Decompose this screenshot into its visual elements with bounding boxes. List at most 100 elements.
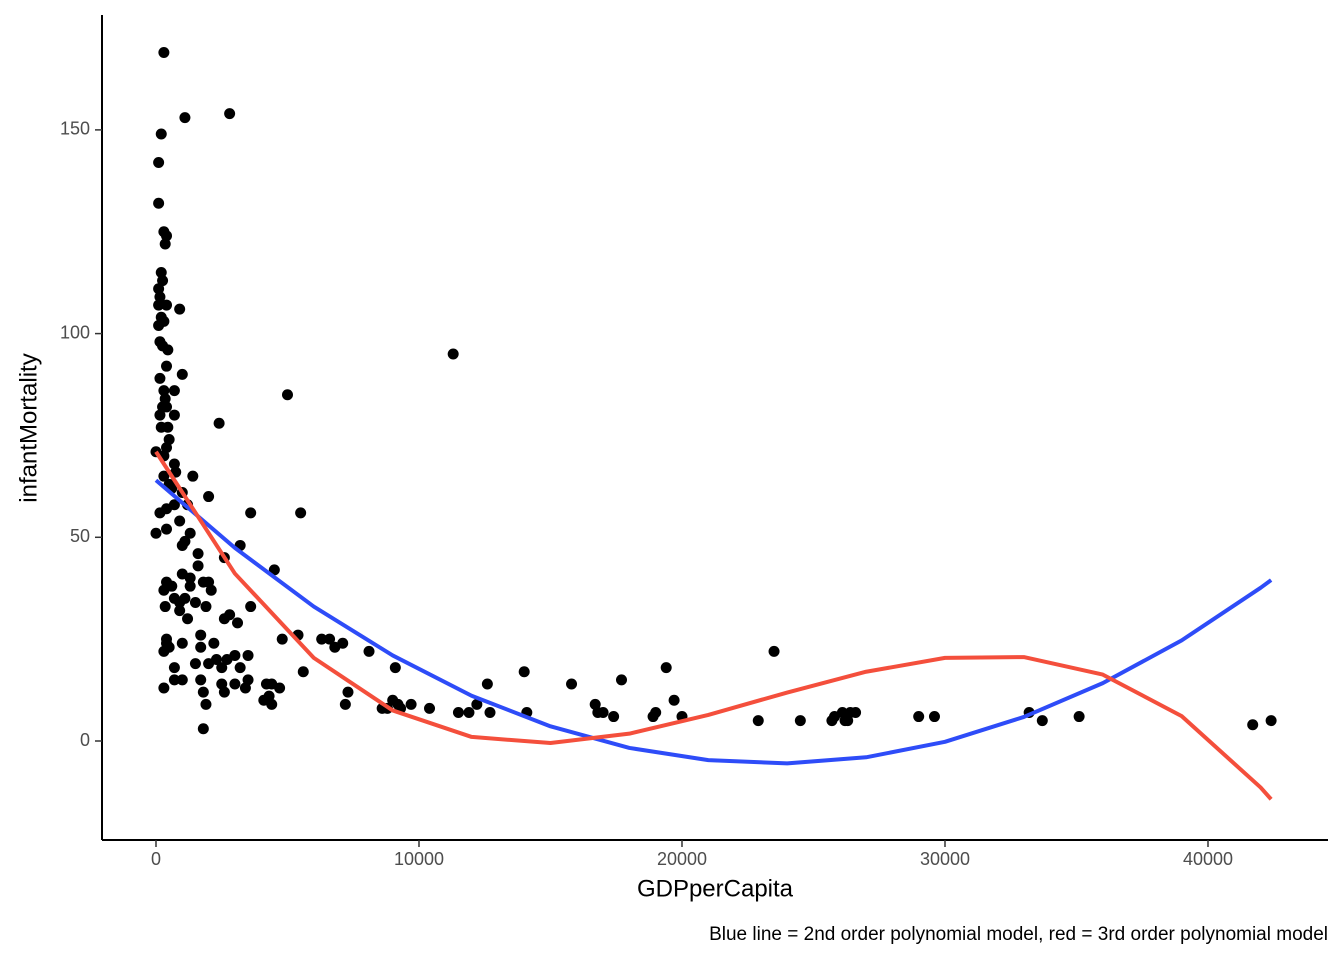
point xyxy=(168,662,180,674)
point xyxy=(245,601,257,613)
x-tick-label: 20000 xyxy=(657,849,707,869)
point xyxy=(176,539,188,551)
point xyxy=(174,596,186,608)
point xyxy=(850,706,862,718)
point xyxy=(229,678,241,690)
point xyxy=(159,238,171,250)
point xyxy=(154,507,166,519)
point xyxy=(155,128,167,140)
point xyxy=(155,266,167,278)
point xyxy=(616,674,628,686)
point xyxy=(392,698,404,710)
y-axis-title: infantMortality xyxy=(15,353,42,502)
point xyxy=(471,698,483,710)
point xyxy=(208,637,220,649)
point xyxy=(203,658,215,670)
point xyxy=(153,283,165,295)
point xyxy=(424,702,436,714)
point xyxy=(195,641,207,653)
point xyxy=(274,682,286,694)
point xyxy=(157,275,169,287)
point xyxy=(176,368,188,380)
point xyxy=(668,694,680,706)
point xyxy=(174,605,186,617)
point xyxy=(162,344,174,356)
point xyxy=(174,515,186,527)
point xyxy=(276,633,288,645)
point xyxy=(218,686,230,698)
point xyxy=(184,527,196,539)
point xyxy=(297,666,309,678)
point xyxy=(158,470,170,482)
y-tick-label: 50 xyxy=(70,526,90,546)
point xyxy=(159,601,171,613)
point xyxy=(205,584,217,596)
point xyxy=(266,698,278,710)
point xyxy=(163,641,175,653)
point xyxy=(660,662,672,674)
point xyxy=(337,637,349,649)
point xyxy=(339,698,351,710)
point xyxy=(153,299,165,311)
x-tick-label: 40000 xyxy=(1183,849,1233,869)
point xyxy=(650,706,662,718)
point xyxy=(597,706,609,718)
point xyxy=(168,674,180,686)
point xyxy=(232,617,244,629)
point xyxy=(234,662,246,674)
point xyxy=(221,654,233,666)
point xyxy=(189,596,201,608)
point xyxy=(447,348,459,360)
x-tick-label: 30000 xyxy=(920,849,970,869)
point xyxy=(192,548,204,560)
point xyxy=(154,409,166,421)
point xyxy=(158,682,170,694)
point xyxy=(182,613,194,625)
point xyxy=(405,698,417,710)
point xyxy=(928,711,940,723)
point xyxy=(154,372,166,384)
x-tick-label: 10000 xyxy=(394,849,444,869)
point xyxy=(342,686,354,698)
point xyxy=(197,723,209,735)
point xyxy=(224,609,236,621)
point xyxy=(245,507,257,519)
point xyxy=(224,108,236,120)
point xyxy=(463,706,475,718)
point xyxy=(484,706,496,718)
point xyxy=(316,633,328,645)
point xyxy=(324,633,336,645)
point xyxy=(158,584,170,596)
point xyxy=(1265,715,1277,727)
point xyxy=(794,715,806,727)
point xyxy=(162,421,174,433)
point xyxy=(452,706,464,718)
point xyxy=(518,666,530,678)
point xyxy=(150,527,162,539)
point xyxy=(187,470,199,482)
fit-line xyxy=(154,450,1273,801)
point xyxy=(189,658,201,670)
point xyxy=(389,662,401,674)
point xyxy=(842,715,854,727)
point xyxy=(168,409,180,421)
point xyxy=(768,645,780,657)
point xyxy=(481,678,493,690)
point xyxy=(200,601,212,613)
point xyxy=(153,156,165,168)
point xyxy=(184,580,196,592)
point xyxy=(174,303,186,315)
x-tick-label: 0 xyxy=(151,849,161,869)
y-tick-label: 150 xyxy=(60,119,90,139)
point xyxy=(168,458,180,470)
point xyxy=(197,686,209,698)
point xyxy=(192,560,204,572)
fit-line xyxy=(154,478,1273,766)
point xyxy=(213,417,225,429)
point xyxy=(168,385,180,397)
point xyxy=(153,197,165,209)
point xyxy=(161,299,173,311)
x-axis-title: GDPperCapita xyxy=(637,875,794,902)
point xyxy=(203,491,215,503)
y-tick-label: 100 xyxy=(60,322,90,342)
